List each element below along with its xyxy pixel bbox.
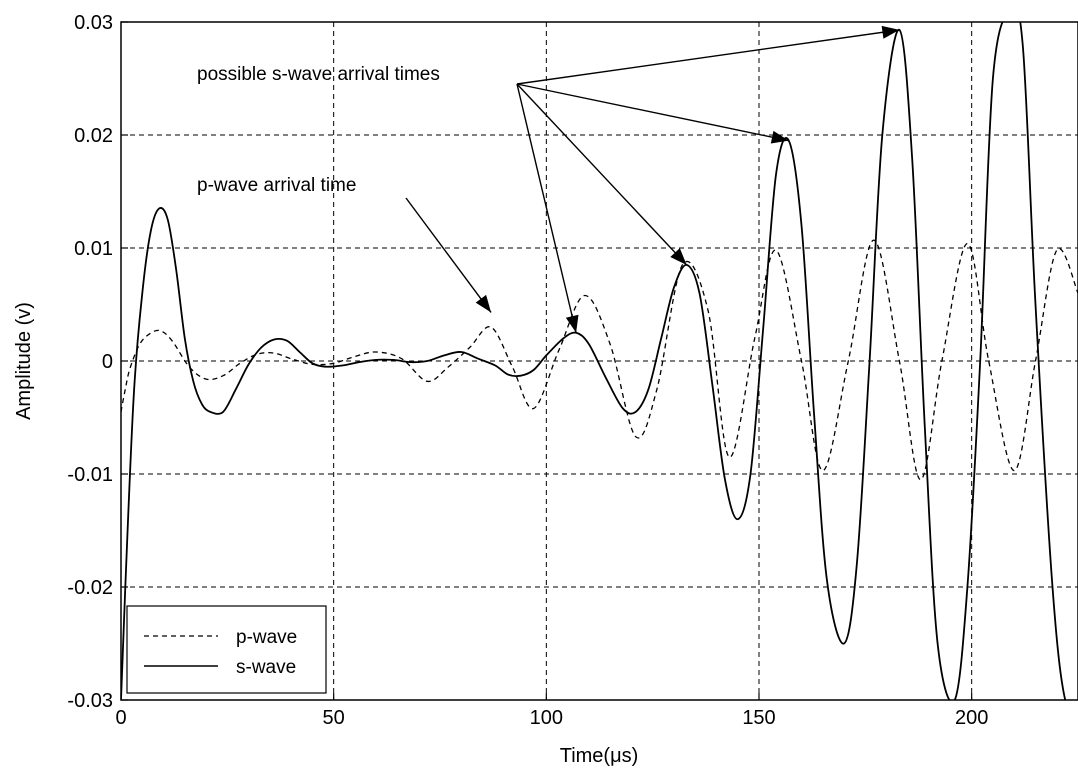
p-wave-annotation-label: p-wave arrival time [197,175,356,196]
tick-labels: 0 50 100 150 200 0.03 0.02 0.01 0 -0.01 -0.02 -0.03 [67,12,988,729]
x-tick-label: 200 [955,707,988,729]
x-tick-label: 100 [530,707,563,729]
s-wave-annotation-label: possible s-wave arrival times [197,64,440,85]
series-layer [121,22,1078,700]
ticks [120,21,973,701]
legend-p-wave-label: p-wave [236,627,297,648]
s-wave-arrow-head [881,25,900,39]
s-wave-arrow [516,29,900,85]
p-wave-line [121,239,1078,481]
y-tick-label: -0.01 [67,464,113,486]
y-tick-label: 0.02 [74,125,113,147]
s-wave-arrow-head [770,130,789,144]
x-axis-label: Time(μs) [560,745,639,767]
y-tick-label: 0.01 [74,238,113,260]
y-tick-label: 0 [102,351,113,373]
s-wave-arrow [516,83,789,142]
legend-box [126,605,327,694]
x-tick-label: 0 [115,707,126,729]
annotations: possible s-wave arrival times p-wave arri… [197,25,900,333]
x-tick-label: 150 [742,707,775,729]
y-axis-label: Amplitude (v) [13,302,35,420]
legend: p-wave s-wave [126,605,327,694]
y-tick-label: -0.03 [67,690,113,712]
y-tick-label: 0.03 [74,12,113,34]
s-wave-line [121,22,1078,700]
s-wave-arrow-head [670,248,687,265]
legend-s-wave-label: s-wave [236,657,296,678]
s-wave-arrow-head [565,314,579,333]
x-tick-label: 50 [323,707,345,729]
p-wave-arrow-head [475,294,492,313]
p-wave-arrow [405,197,492,313]
y-tick-label: -0.02 [67,577,113,599]
s-wave-arrow [516,83,577,333]
s-wave-arrow [516,83,688,266]
